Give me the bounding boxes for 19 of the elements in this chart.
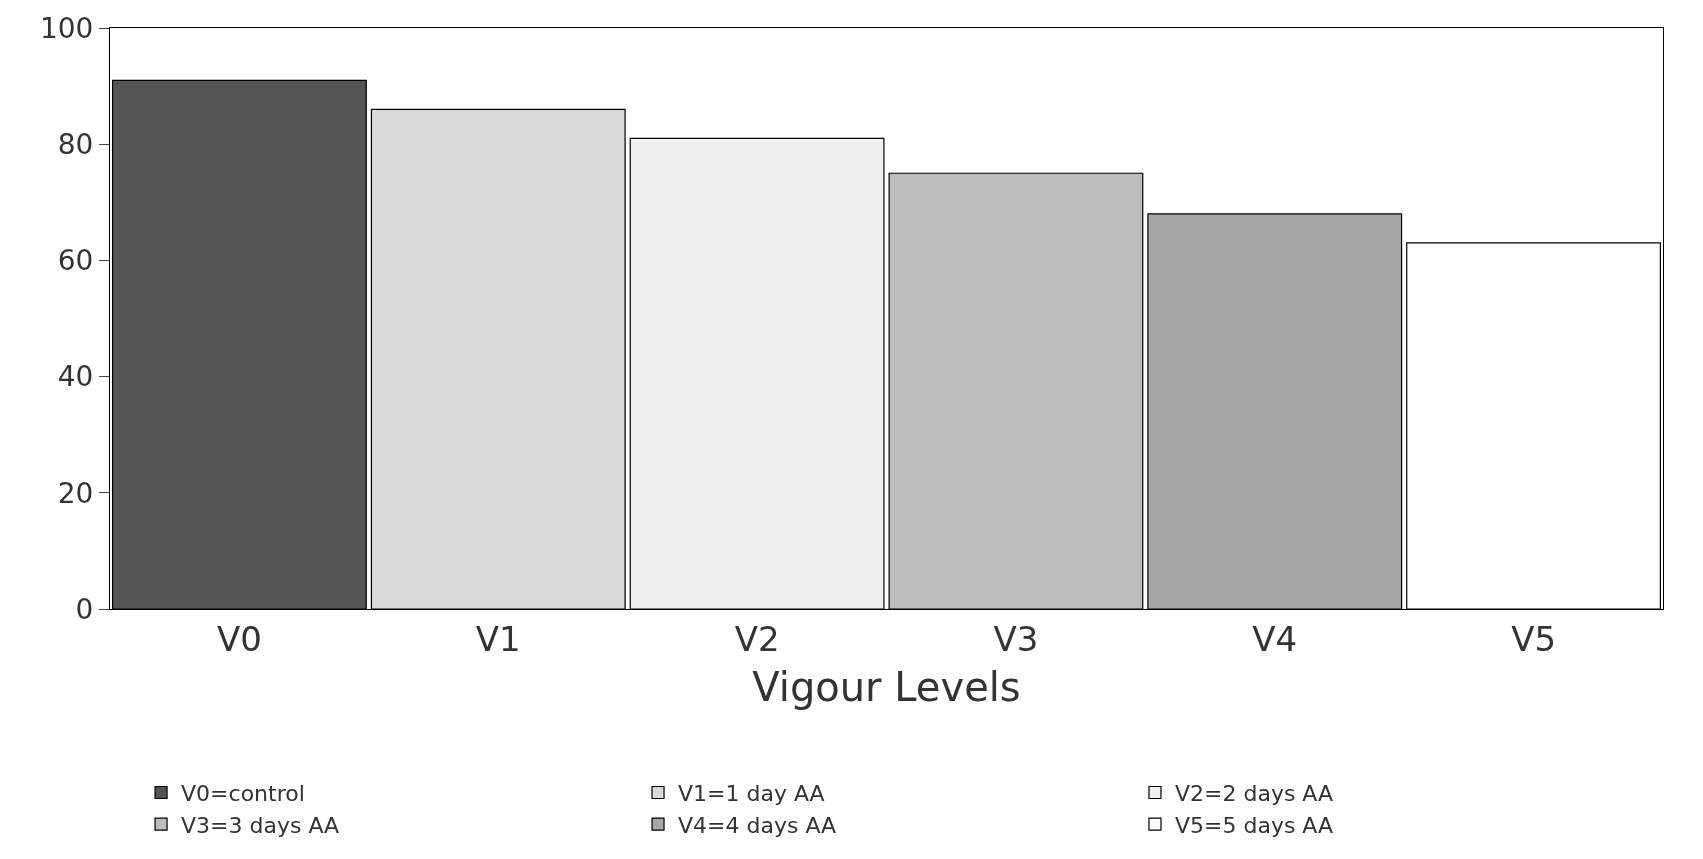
legend-label: V1=1 day AA [678, 781, 825, 807]
x-tick-label: V1 [475, 618, 521, 659]
x-tick-label: V5 [1511, 618, 1557, 659]
x-tick-label: V4 [1252, 618, 1298, 659]
legend-label: V0=control [181, 781, 305, 807]
x-axis-title: Vigour Levels [752, 664, 1021, 711]
x-tick-label: V2 [734, 618, 780, 659]
x-tick-label: V0 [216, 618, 262, 659]
legend-label: V4=4 days AA [678, 812, 837, 838]
y-tick-label: 60 [57, 244, 94, 278]
y-tick-label: 40 [57, 360, 94, 394]
y-tick-label: 20 [57, 476, 94, 510]
legend-label: V5=5 days AA [1174, 812, 1334, 838]
legend-label: V3=3 days AA [181, 812, 340, 838]
legend-label: V2=2 days AA [1174, 781, 1334, 807]
y-tick-label: 0 [75, 592, 94, 626]
x-tick-label: V3 [993, 618, 1039, 659]
y-tick-label: 100 [39, 11, 94, 45]
y-tick-label: 80 [57, 128, 94, 161]
